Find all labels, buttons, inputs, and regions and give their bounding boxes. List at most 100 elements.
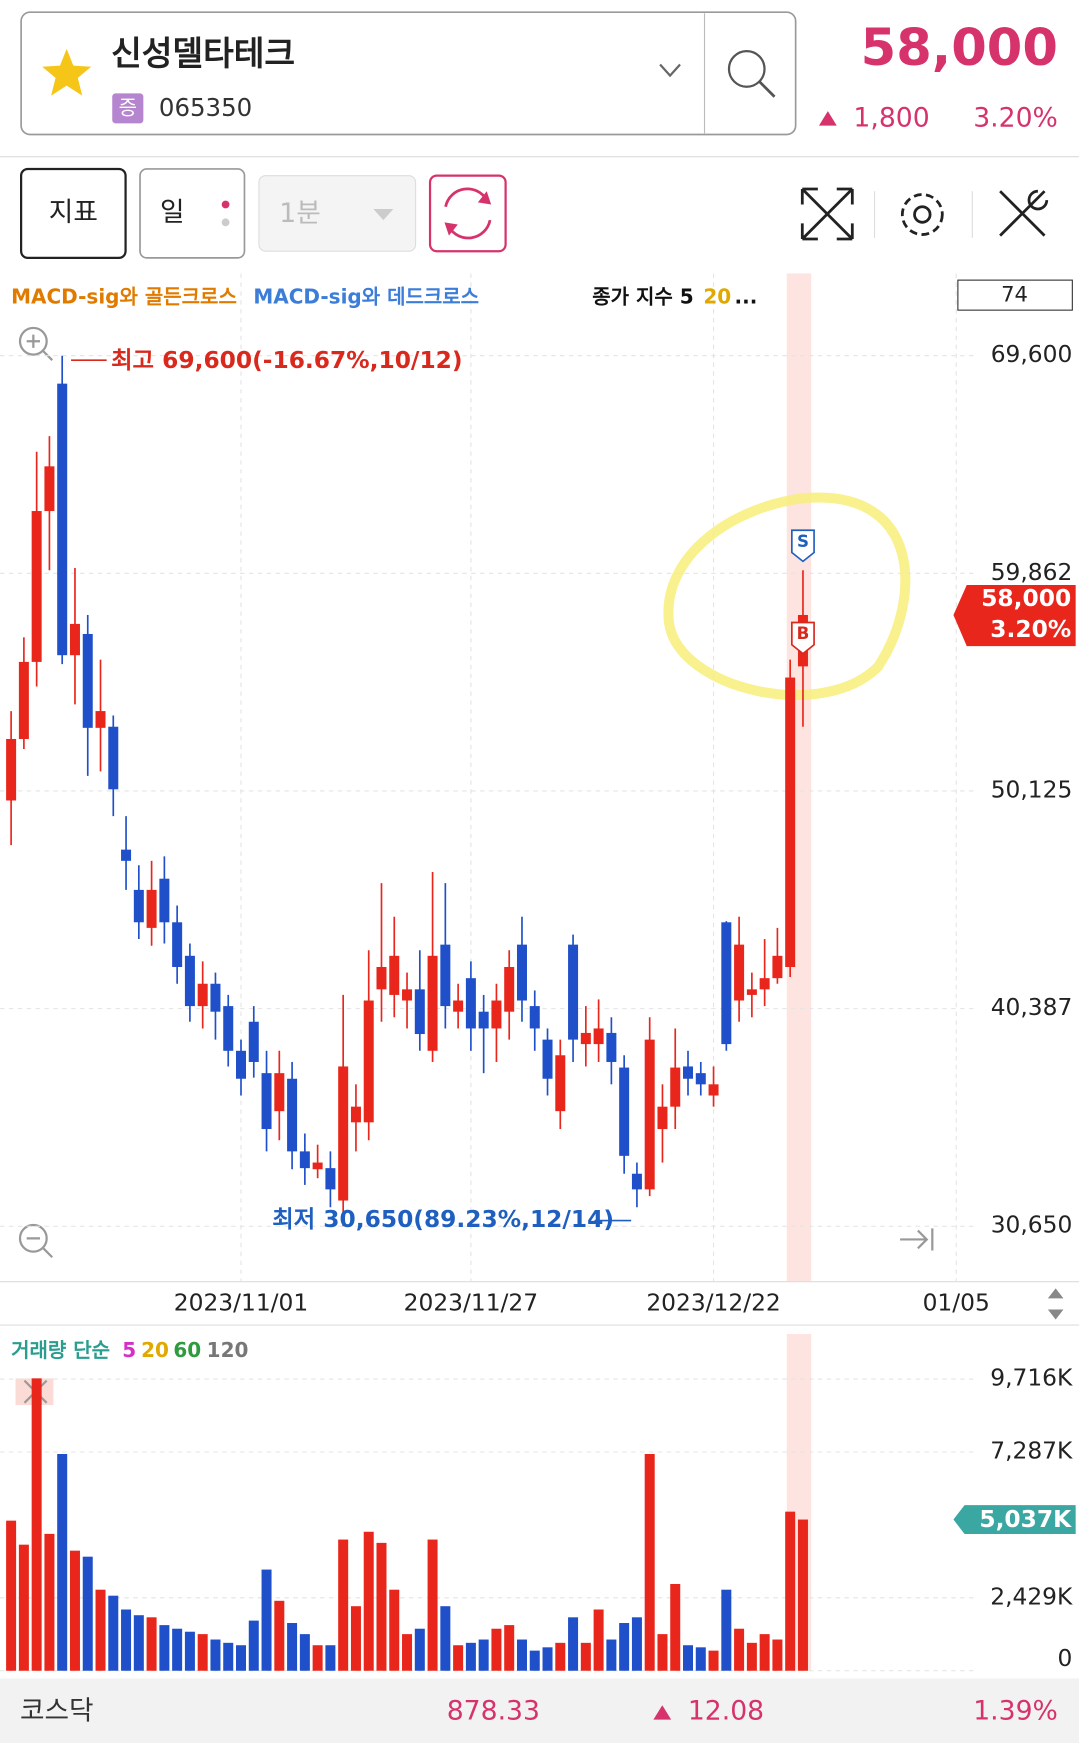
candle-body xyxy=(299,1151,310,1169)
tools-icon[interactable] xyxy=(999,189,1049,237)
candle-body xyxy=(376,966,387,990)
candle-body xyxy=(746,989,757,995)
volume-bar xyxy=(516,1639,527,1671)
volume-bar xyxy=(44,1533,55,1671)
volume-bar xyxy=(695,1647,706,1671)
volume-bar xyxy=(121,1609,132,1671)
candle-body xyxy=(6,739,17,801)
dot xyxy=(221,218,230,227)
search-box[interactable] xyxy=(20,11,797,136)
stock-code: 065350 xyxy=(159,93,252,122)
candle-body xyxy=(146,889,157,928)
volume-bar xyxy=(555,1642,566,1671)
period-button[interactable] xyxy=(139,168,246,259)
candle-body xyxy=(529,1006,540,1029)
indicator-button[interactable] xyxy=(20,167,127,260)
signal-label: S xyxy=(797,532,809,551)
zoom-out-icon[interactable] xyxy=(18,1223,48,1253)
price-badge-change: 3.20% xyxy=(990,615,1071,643)
y-tick-label: 50,125 xyxy=(991,775,1073,803)
price-badge xyxy=(953,584,1076,647)
candle-body xyxy=(18,661,29,740)
y-tick-label: 9,716K xyxy=(990,1364,1073,1392)
refresh-icon xyxy=(444,187,492,240)
volume-bar xyxy=(568,1617,579,1671)
refresh-button[interactable] xyxy=(428,174,507,253)
volume-bar xyxy=(274,1600,285,1671)
candle-body xyxy=(287,1078,298,1152)
ma-legend: ... xyxy=(735,284,758,308)
candle-body xyxy=(312,1162,323,1170)
price-panel xyxy=(0,273,1079,1282)
volume-badge-value: 5,037K xyxy=(979,1505,1072,1533)
candle-body xyxy=(121,849,132,861)
footer-bar xyxy=(0,1678,1079,1743)
candle-body xyxy=(516,944,527,1001)
candle-body xyxy=(69,623,80,656)
volume-bar xyxy=(644,1454,655,1671)
axis-scroll-icon[interactable] xyxy=(1047,1288,1064,1320)
market-change-pct: 1.39% xyxy=(973,1695,1058,1726)
volume-bar xyxy=(453,1645,464,1671)
candle-body xyxy=(414,989,425,1035)
market-index: 878.33 xyxy=(447,1695,540,1726)
volume-bar xyxy=(172,1628,183,1671)
volume-bar xyxy=(440,1606,451,1671)
y-tick-label: 7,287K xyxy=(990,1436,1073,1464)
volume-badge xyxy=(953,1505,1076,1534)
scroll-end-icon[interactable] xyxy=(900,1228,934,1251)
y-tick-label: 30,650 xyxy=(991,1211,1073,1239)
scroll-box xyxy=(957,279,1073,311)
market-badge: 증 xyxy=(119,95,137,119)
legend-entry: 5 xyxy=(122,1338,136,1362)
candle-body xyxy=(555,1055,566,1112)
favorite-star[interactable] xyxy=(42,48,92,96)
legend-entry: MACD-sig와 데드크로스 xyxy=(253,284,479,308)
x-tick-label: 2023/11/27 xyxy=(404,1288,538,1316)
candle-body xyxy=(465,978,476,1029)
volume-bar xyxy=(159,1625,170,1671)
candle-body xyxy=(772,955,783,979)
candle-body xyxy=(606,1032,617,1062)
volume-bar xyxy=(542,1647,553,1671)
current-price: 58,000 xyxy=(861,19,1058,78)
volume-bar xyxy=(312,1645,323,1671)
volume-bar xyxy=(414,1628,425,1671)
market-name: 코스닥 xyxy=(20,1695,94,1726)
volume-bar xyxy=(57,1454,68,1671)
candle-body xyxy=(453,1000,464,1012)
y-tick-label: 69,600 xyxy=(991,340,1073,368)
volume-bar xyxy=(785,1511,796,1671)
candle-body xyxy=(210,983,221,1012)
volume-bar xyxy=(721,1589,732,1671)
legend-entry: 120 xyxy=(207,1338,249,1362)
volume-bar xyxy=(504,1625,515,1671)
volume-bar xyxy=(580,1642,591,1671)
legend-entry: 60 xyxy=(173,1338,201,1362)
volume-bar xyxy=(197,1634,208,1671)
candle-body xyxy=(402,989,413,1001)
stock-name: 신성델타테크 xyxy=(111,34,295,73)
fullscreen-icon[interactable] xyxy=(800,187,854,241)
candle-body xyxy=(593,1028,604,1045)
period-label: 일 xyxy=(160,197,185,228)
hand-drawn-circle xyxy=(663,492,911,700)
volume-bar xyxy=(746,1642,757,1671)
candle-body xyxy=(133,889,144,923)
x-tick-label: 01/05 xyxy=(923,1288,990,1316)
candle-body xyxy=(695,1073,706,1085)
zoom-in-icon[interactable] xyxy=(18,326,48,356)
dropdown-icon[interactable] xyxy=(659,63,681,78)
volume-bar xyxy=(338,1539,349,1671)
price-change-pct: 3.20% xyxy=(973,102,1058,133)
y-tick-label: 59,862 xyxy=(991,558,1073,586)
up-triangle xyxy=(818,111,837,126)
search-icon-handle xyxy=(757,80,776,98)
candle-body xyxy=(261,1073,272,1130)
candle-body xyxy=(644,1039,655,1190)
volume-bar xyxy=(325,1645,336,1671)
settings-icon[interactable] xyxy=(900,193,944,236)
volume-bar xyxy=(465,1642,476,1671)
search-icon[interactable] xyxy=(727,50,766,88)
